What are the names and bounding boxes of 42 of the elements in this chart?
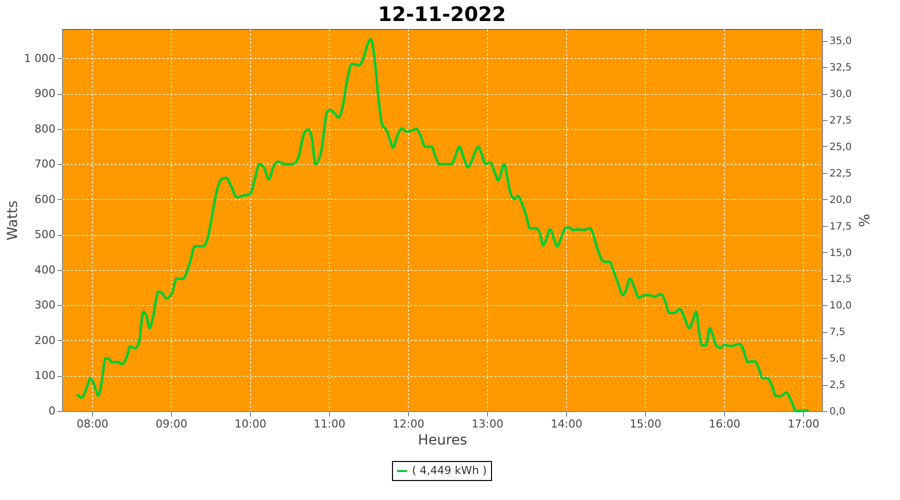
x-tick-label: 13:00 xyxy=(472,418,504,430)
y-tick-label: 1 000 xyxy=(24,52,56,65)
y-tick-label: 700 xyxy=(34,158,56,171)
y2-tick-label: 12,5 xyxy=(830,274,852,286)
y2-tick-label: 2,5 xyxy=(830,380,846,392)
chart-title: 12-11-2022 xyxy=(378,2,506,26)
y2-tick-label: 0,0 xyxy=(830,406,846,418)
x-tick-label: 17:00 xyxy=(788,418,820,430)
x-tick-label: 14:00 xyxy=(550,418,582,430)
x-tick-label: 11:00 xyxy=(314,418,346,430)
y2-tick-label: 7,5 xyxy=(830,327,846,338)
x-axis-title: Heures xyxy=(418,432,468,448)
y2-tick-label: 30,0 xyxy=(830,89,852,100)
y2-tick-label: 27,5 xyxy=(830,116,852,127)
y-tick-label: 100 xyxy=(34,369,56,382)
y2-tick-label: 22,5 xyxy=(830,168,852,180)
y2-tick-label: 25,0 xyxy=(830,142,852,153)
line-series xyxy=(76,38,810,412)
y-tick-label: 600 xyxy=(34,192,56,206)
y2-tick-label: 20,0 xyxy=(830,194,852,206)
y2-tick-label: 10,0 xyxy=(830,300,852,312)
x-tick-label: 08:00 xyxy=(76,418,108,430)
x-tick-label: 16:00 xyxy=(708,418,740,430)
y2-tick-label: 32,5 xyxy=(830,62,852,74)
legend-label: ( 4,449 kWh ) xyxy=(412,464,487,477)
y-tick-label: 800 xyxy=(34,122,56,136)
y2-tick-label: 5,0 xyxy=(830,354,846,365)
y-tick-label: 300 xyxy=(34,298,56,312)
x-tick-label: 10:00 xyxy=(234,418,266,430)
y-tick-label: 0 xyxy=(48,404,56,418)
y-tick-label: 500 xyxy=(34,228,56,242)
y2-tick-label: 35,0 xyxy=(830,36,852,48)
y-tick-label: 200 xyxy=(34,334,56,347)
y-tick-label: 900 xyxy=(34,87,56,100)
y2-tick-label: 17,5 xyxy=(830,221,852,232)
y2-axis-title: % xyxy=(854,214,871,228)
y2-tick-label: 15,0 xyxy=(830,248,852,259)
x-tick-label: 12:00 xyxy=(392,418,424,430)
y-tick-label: 400 xyxy=(34,263,56,276)
x-tick-label: 09:00 xyxy=(156,418,188,430)
x-tick-label: 15:00 xyxy=(630,418,662,430)
y-axis-title: Watts xyxy=(5,200,22,240)
